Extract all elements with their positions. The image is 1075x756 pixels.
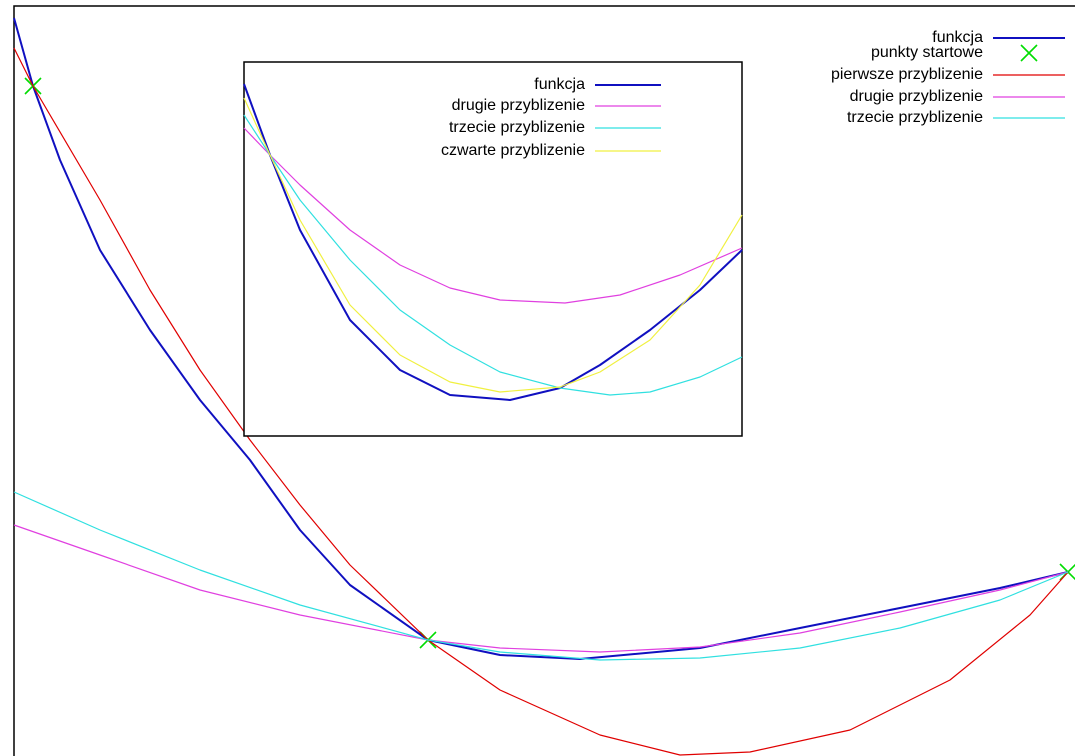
plot-frame xyxy=(13,5,1075,756)
legend-label: funkcja xyxy=(534,76,585,93)
legend-label: drugie przyblizenie xyxy=(452,97,586,114)
legend-label: pierwsze przyblizenie xyxy=(831,66,983,83)
legend-label: punkty startowe xyxy=(871,44,983,61)
curve xyxy=(13,524,1069,653)
legend-label: czwarte przyblizenie xyxy=(441,142,585,159)
curve xyxy=(243,114,743,396)
legend-label: drugie przyblizenie xyxy=(850,88,984,105)
legend-label: trzecie przyblizenie xyxy=(847,109,983,126)
curve xyxy=(13,17,1069,660)
legend-label: trzecie przyblizenie xyxy=(449,119,585,136)
curve xyxy=(243,83,743,401)
curve xyxy=(243,97,743,393)
curve xyxy=(243,127,743,304)
legend-marker xyxy=(1020,44,1038,62)
curve xyxy=(13,491,1069,661)
legend-label: funkcja xyxy=(932,29,983,46)
inset-frame xyxy=(243,61,743,437)
